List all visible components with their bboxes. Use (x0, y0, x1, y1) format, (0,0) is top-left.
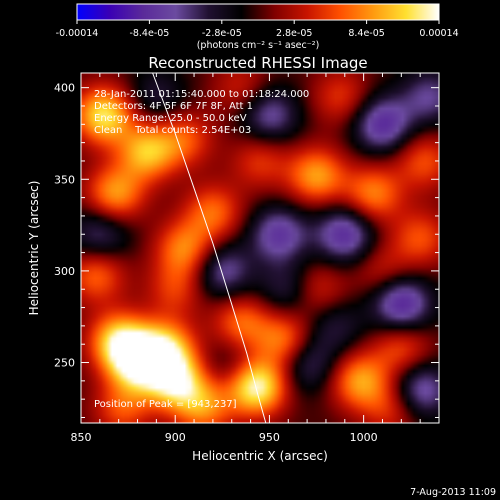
y-tick-label: 250 (54, 357, 75, 370)
chart-title: Reconstructed RHESSI Image (148, 54, 367, 72)
colorbar-ticks: -0.00014 -8.4e-05 -2.8e-05 2.8e-05 8.4e-05 0.… (56, 20, 459, 39)
plot-frame (80, 72, 440, 424)
x-tick-label: 900 (165, 431, 186, 444)
plot-area: 850 900 950 1000 250 300 350 400 (54, 72, 440, 444)
y-axis-label: Heliocentric Y (arcsec) (27, 181, 41, 316)
generation-timestamp: 7-Aug-2013 11:09 (410, 487, 496, 498)
x-tick-label: 1000 (350, 431, 378, 444)
solar-limb-curve (152, 73, 267, 423)
x-tick-label: 850 (71, 431, 92, 444)
heatmap-image (81, 73, 439, 423)
x-tick-label: 950 (259, 431, 280, 444)
colorbar-strip (76, 3, 440, 21)
y-tick-label: 350 (54, 173, 75, 186)
y-tick-label: 300 (54, 265, 75, 278)
observation-info: 28-Jan-2011 01:15:40.000 to 01:18:24.000… (94, 89, 309, 410)
info-clean-counts: Clean Total counts: 2.54E+03 (94, 125, 251, 136)
axis-ticks: 850 900 950 1000 250 300 350 400 (54, 73, 440, 444)
colorbar-tick-label: -2.8e-05 (202, 28, 242, 39)
info-time-range: 28-Jan-2011 01:15:40.000 to 01:18:24.000 (94, 89, 309, 100)
info-detectors: Detectors: 4F 5F 6F 7F 8F, Att 1 (94, 101, 253, 112)
colorbar-tick-label: 2.8e-05 (276, 28, 312, 39)
colorbar-unit-label: (photons cm⁻² s⁻¹ asec⁻²) (197, 40, 320, 51)
y-tick-label: 400 (54, 82, 75, 95)
x-axis-label: Heliocentric X (arcsec) (192, 449, 328, 463)
colorbar-tick-label: 8.4e-05 (348, 28, 384, 39)
peak-position-label: Position of Peak = [943,237] (94, 399, 237, 410)
colorbar: -0.00014 -8.4e-05 -2.8e-05 2.8e-05 8.4e-05 0.… (56, 3, 459, 51)
colorbar-tick-label: -8.4e-05 (129, 28, 169, 39)
colorbar-tick-label: 0.00014 (419, 28, 458, 39)
info-energy-range: Energy Range: 25.0 - 50.0 keV (94, 113, 247, 124)
colorbar-tick-label: -0.00014 (56, 28, 99, 39)
